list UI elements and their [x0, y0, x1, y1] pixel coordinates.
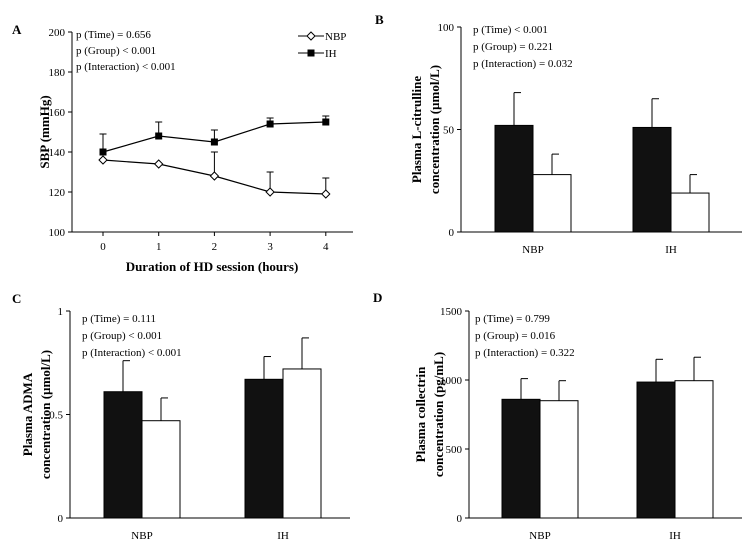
stats-line: p (Interaction) = 0.032	[473, 58, 573, 70]
y-axis-label-line: Plasma L-citrulline	[409, 76, 424, 183]
stats-line: p (Group) < 0.001	[76, 45, 156, 57]
category-label: NBP	[529, 530, 550, 542]
legend-label-nbp: NBP	[325, 31, 346, 43]
y-tick-label: 100	[438, 22, 455, 34]
bar-black-nbp	[103, 391, 143, 519]
point-nbp	[321, 189, 331, 199]
stats-line: p (Time) = 0.799	[475, 313, 550, 325]
y-axis-label: SBP (mmHg)	[37, 95, 52, 168]
x-tick-label: 3	[267, 241, 273, 253]
stats-line: p (Time) = 0.656	[76, 29, 151, 41]
bar-black-ih	[244, 378, 284, 519]
panel-label-c: C	[12, 291, 21, 306]
y-tick-label: 50	[443, 125, 455, 137]
y-tick-label: 160	[49, 107, 66, 119]
bar-black-nbp	[494, 124, 534, 233]
x-tick-label: 2	[212, 241, 218, 253]
y-tick-label: 1	[58, 306, 64, 318]
point-ih	[99, 148, 107, 156]
panel-a-line-chart: 100 120 140 160 180 200 0 1 2 3 4 Duration of HD se…	[37, 27, 353, 274]
stats-line: p (Interaction) < 0.001	[76, 61, 176, 73]
x-axis-label: Duration of HD session (hours)	[126, 259, 299, 274]
category-label: IH	[277, 530, 289, 542]
category-label: IH	[665, 244, 677, 256]
panel-c-bar-chart: 0 0.5 1 NBP IH p (Time) = 0.111 p (Group) < 0.…	[20, 306, 350, 542]
x-tick-label: 4	[323, 241, 329, 253]
y-tick-label: 140	[49, 147, 66, 159]
y-tick-label: 0.5	[49, 410, 63, 422]
y-tick-label: 500	[446, 444, 463, 456]
bar-white-nbp	[141, 420, 181, 519]
legend-marker-ih	[307, 49, 315, 57]
category-label: IH	[669, 530, 681, 542]
bar-white-nbp	[539, 400, 579, 519]
point-nbp	[265, 187, 275, 197]
x-tick-label: 1	[156, 241, 162, 253]
bar-white-ih	[670, 192, 710, 233]
bar-white-ih	[282, 368, 322, 519]
y-tick-label: 120	[49, 187, 66, 199]
stats-line: p (Group) = 0.016	[475, 330, 556, 342]
stats-line: p (Interaction) < 0.001	[82, 347, 182, 359]
x-tick-label: 0	[100, 241, 106, 253]
point-ih	[322, 118, 330, 126]
point-ih	[155, 132, 163, 140]
y-axis-label-line: Plasma ADMA	[20, 372, 35, 456]
stats-line: p (Interaction) = 0.322	[475, 347, 575, 359]
stats-line: p (Group) < 0.001	[82, 330, 162, 342]
point-nbp	[209, 171, 220, 181]
panel-label-d: D	[373, 290, 382, 305]
stats-line: p (Group) = 0.221	[473, 41, 553, 53]
legend-marker-nbp	[306, 31, 316, 41]
point-nbp	[98, 155, 108, 165]
y-axis-label-line: concentration (pg/mL)	[431, 352, 446, 477]
y-axis-label-line: concentration (µmol/L)	[38, 350, 53, 479]
bar-black-ih	[636, 381, 676, 519]
y-axis-label-line: concentration (µmol/L)	[427, 65, 442, 194]
y-tick-label: 0	[457, 513, 463, 525]
bar-black-nbp	[501, 398, 541, 519]
y-tick-label: 180	[49, 67, 66, 79]
legend-label-ih: IH	[325, 48, 337, 60]
point-ih	[266, 120, 274, 128]
panel-b-bar-chart: 0 50 100 NBP IH p (Time) < 0.001 p (Group) = 0…	[409, 22, 742, 256]
panel-label-b: B	[375, 12, 384, 27]
stats-line: p (Time) < 0.001	[473, 24, 548, 36]
point-ih	[210, 138, 218, 146]
y-tick-label: 200	[49, 27, 66, 39]
panel-d-bar-chart: 0 500 1000 1500 NBP IH p (Time) = 0.799 p (Grou…	[413, 306, 742, 542]
y-tick-label: 1500	[440, 306, 463, 318]
point-nbp	[153, 159, 164, 169]
category-label: NBP	[522, 244, 543, 256]
y-tick-label: 0	[58, 513, 64, 525]
y-tick-label: 1000	[440, 375, 463, 387]
y-axis-label-line: Plasma collectrin	[413, 366, 428, 462]
y-tick-label: 0	[449, 227, 455, 239]
bar-white-ih	[674, 380, 714, 519]
panel-label-a: A	[12, 22, 22, 37]
y-tick-label: 100	[49, 227, 66, 239]
bar-white-nbp	[532, 174, 572, 233]
stats-line: p (Time) = 0.111	[82, 313, 156, 325]
category-label: NBP	[131, 530, 152, 542]
bar-black-ih	[632, 126, 672, 233]
